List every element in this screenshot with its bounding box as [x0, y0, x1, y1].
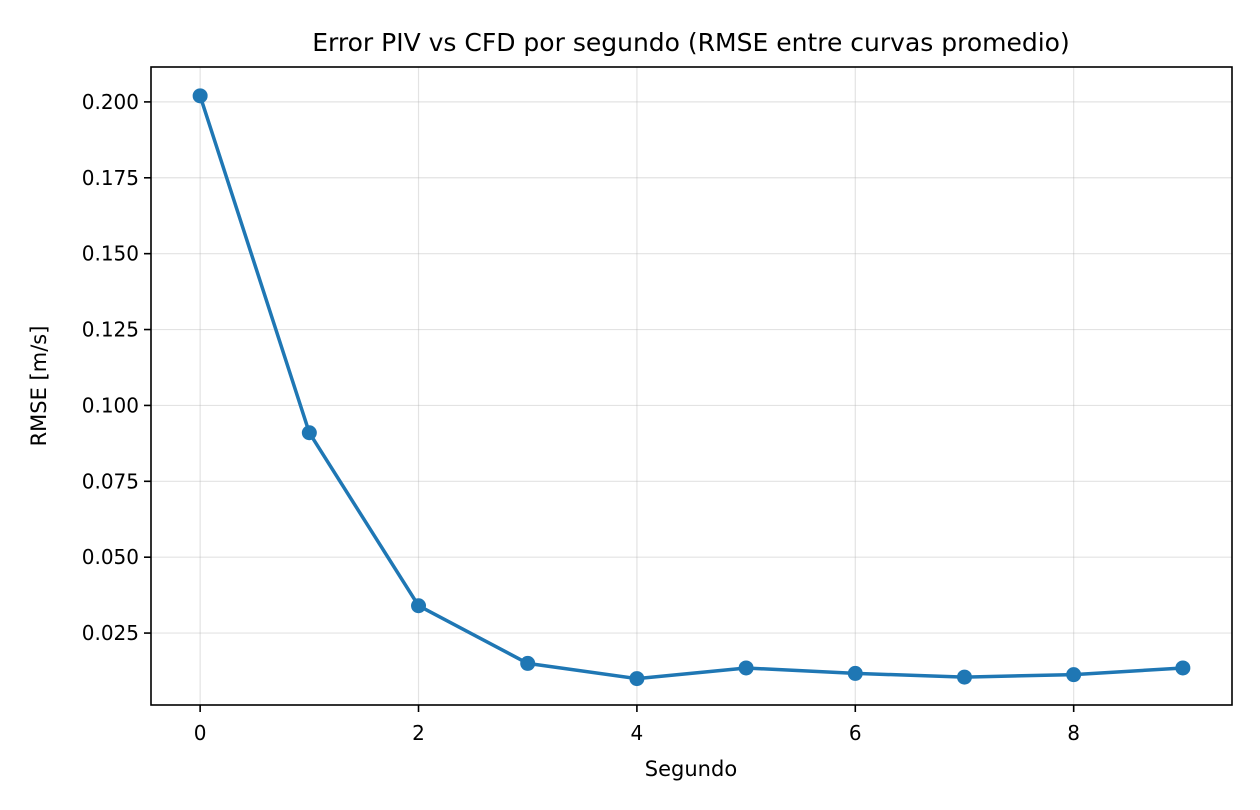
data-point — [1066, 667, 1082, 683]
data-point — [301, 425, 317, 441]
series-line — [198, 95, 1184, 681]
data-point — [956, 669, 972, 685]
y-axis-label: RMSE [m/s] — [27, 326, 51, 447]
x-axis-label: Segundo — [645, 757, 737, 781]
data-point — [738, 660, 754, 676]
y-tick-label: 0.150 — [82, 242, 139, 266]
plot-frame — [150, 66, 1233, 706]
x-tick-label: 4 — [631, 721, 644, 745]
y-tick-label: 0.025 — [82, 621, 139, 645]
x-tick-label: 2 — [412, 721, 425, 745]
data-point — [192, 88, 208, 104]
data-point — [847, 665, 863, 681]
y-tick-label: 0.075 — [82, 469, 139, 493]
chart-title: Error PIV vs CFD por segundo (RMSE entre… — [312, 28, 1069, 57]
y-tick-label: 0.200 — [82, 90, 139, 114]
data-point — [411, 598, 427, 614]
y-tick-label: 0.175 — [82, 166, 139, 190]
y-tick-label: 0.100 — [82, 393, 139, 417]
x-tick-label: 8 — [1067, 721, 1080, 745]
data-point — [629, 671, 645, 687]
y-ticks: 0.025 0.050 0.075 0.100 0.125 0.150 0.175 0.200 — [82, 90, 151, 645]
data-series — [192, 88, 1191, 687]
y-tick-label: 0.125 — [82, 318, 139, 342]
grid-lines — [151, 67, 1232, 705]
x-ticks: 0 2 4 6 8 — [194, 705, 1080, 745]
data-point — [520, 655, 536, 671]
y-tick-label: 0.050 — [82, 545, 139, 569]
x-tick-label: 0 — [194, 721, 207, 745]
data-point — [1175, 660, 1191, 676]
x-tick-label: 6 — [849, 721, 862, 745]
